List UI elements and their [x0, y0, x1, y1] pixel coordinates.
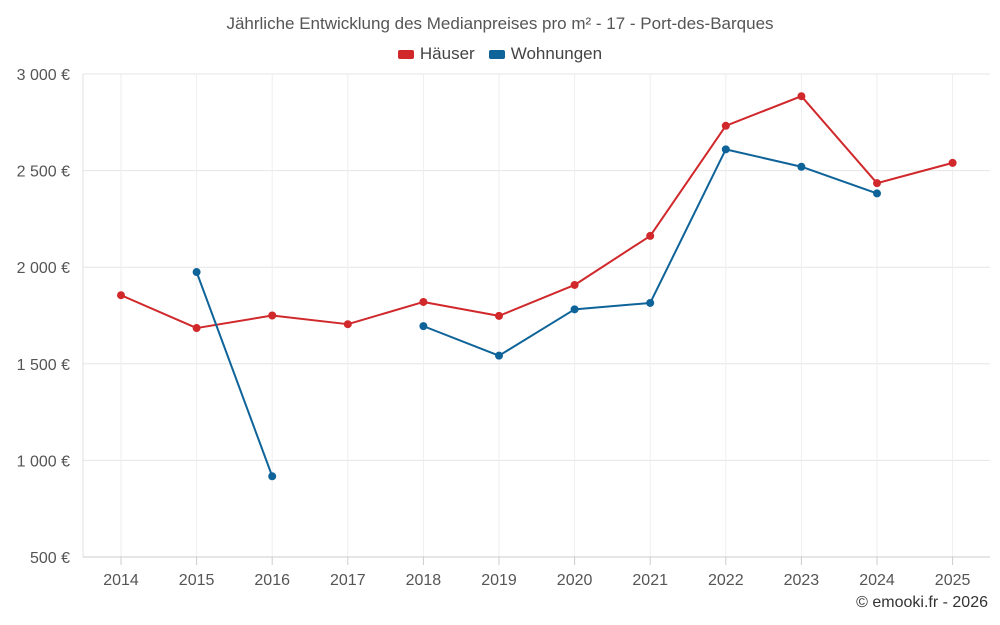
- x-tick-label: 2015: [179, 572, 215, 589]
- x-tick-label: 2024: [859, 572, 895, 589]
- x-tick-label: 2022: [708, 572, 744, 589]
- x-tick-label: 2021: [632, 572, 668, 589]
- x-tick-label: 2014: [103, 572, 139, 589]
- data-point-wohnungen: [495, 351, 503, 360]
- x-tick-label: 2018: [406, 572, 442, 589]
- y-tick-label: 2 500 €: [17, 164, 70, 181]
- legend-swatch-haeuser: [397, 49, 414, 59]
- y-tick-label: 500 €: [30, 550, 70, 567]
- y-tick-label: 1 500 €: [17, 357, 70, 374]
- data-point-haeuser: [419, 297, 428, 306]
- data-point-wohnungen: [646, 298, 655, 307]
- data-point-wohnungen: [192, 268, 201, 277]
- data-point-haeuser: [797, 92, 806, 101]
- credit: © emooki.fr - 2026: [856, 594, 988, 611]
- chart-title: Jährliche Entwicklung des Medianpreises …: [226, 14, 774, 33]
- data-point-haeuser: [117, 291, 125, 300]
- data-point-haeuser: [343, 320, 352, 329]
- x-tick-label: 2025: [935, 572, 971, 589]
- data-point-haeuser: [570, 280, 579, 289]
- data-point-wohnungen: [873, 189, 881, 198]
- x-tick-label: 2019: [481, 572, 517, 589]
- y-tick-label: 2 000 €: [17, 260, 70, 277]
- data-point-wohnungen: [268, 472, 277, 481]
- x-tick-label: 2020: [557, 572, 593, 589]
- legend: Häuser Wohnungen: [0, 44, 1000, 64]
- data-point-haeuser: [495, 311, 503, 320]
- y-tick-label: 3 000 €: [17, 67, 70, 84]
- legend-item-haeuser[interactable]: Häuser: [397, 44, 475, 64]
- data-point-haeuser: [192, 324, 201, 333]
- data-point-haeuser: [646, 231, 655, 240]
- x-tick-label: 2017: [330, 572, 366, 589]
- legend-label-haeuser: Häuser: [419, 44, 475, 63]
- series-line-wohnungen: [195, 271, 274, 477]
- series-line-haeuser: [120, 95, 953, 330]
- data-point-wohnungen: [419, 322, 428, 331]
- data-point-haeuser: [948, 158, 957, 167]
- legend-swatch-wohnungen: [488, 49, 505, 59]
- data-point-haeuser: [873, 179, 881, 188]
- y-tick-label: 1 000 €: [17, 453, 70, 470]
- data-point-haeuser: [721, 121, 730, 130]
- legend-label-wohnungen: Wohnungen: [510, 44, 603, 63]
- data-point-haeuser: [268, 311, 277, 320]
- data-point-wohnungen: [797, 162, 806, 171]
- legend-item-wohnungen[interactable]: Wohnungen: [488, 44, 603, 64]
- x-tick-label: 2016: [254, 572, 290, 589]
- x-tick-label: 2023: [784, 572, 820, 589]
- data-point-wohnungen: [721, 145, 730, 154]
- data-point-wohnungen: [570, 305, 579, 314]
